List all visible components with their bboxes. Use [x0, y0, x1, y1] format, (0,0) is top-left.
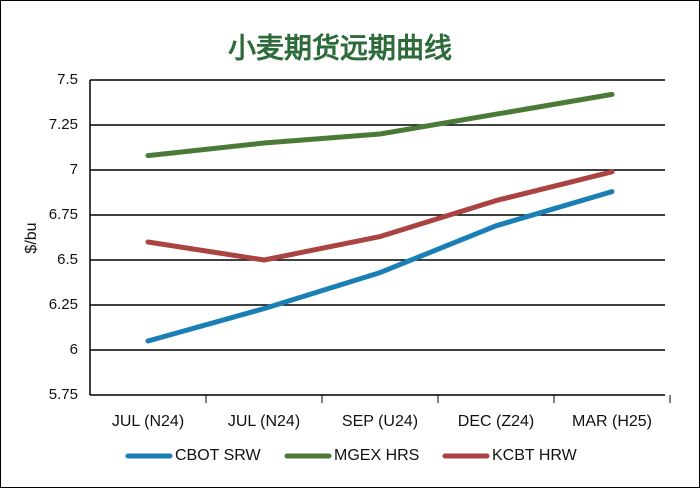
x-tick-label: JUL (N24) — [112, 413, 184, 430]
y-tick-label: 7 — [70, 161, 78, 178]
y-tick-label: 5.75 — [49, 386, 78, 403]
legend-label: MGEX HRS — [334, 447, 419, 464]
y-axis-label: $/bu — [23, 222, 40, 253]
y-tick-label: 6.25 — [49, 296, 78, 313]
x-tick-label: MAR (H25) — [572, 413, 652, 430]
y-tick-label: 6.5 — [57, 251, 78, 268]
y-tick-label: 7.5 — [57, 71, 78, 88]
y-tick-label: 6 — [70, 341, 78, 358]
x-tick-label: DEC (Z24) — [458, 413, 534, 430]
series-line — [145, 189, 615, 344]
x-tick-label: SEP (U24) — [342, 413, 418, 430]
series-line — [145, 91, 615, 159]
chart-title: 小麦期货远期曲线 — [228, 31, 452, 63]
legend-label: CBOT SRW — [175, 447, 262, 464]
y-tick-label: 7.25 — [49, 116, 78, 133]
series-line — [145, 169, 615, 263]
y-tick-label: 6.75 — [49, 206, 78, 223]
legend-label: KCBT HRW — [492, 447, 578, 464]
x-tick-label: JUL (N24) — [228, 413, 300, 430]
